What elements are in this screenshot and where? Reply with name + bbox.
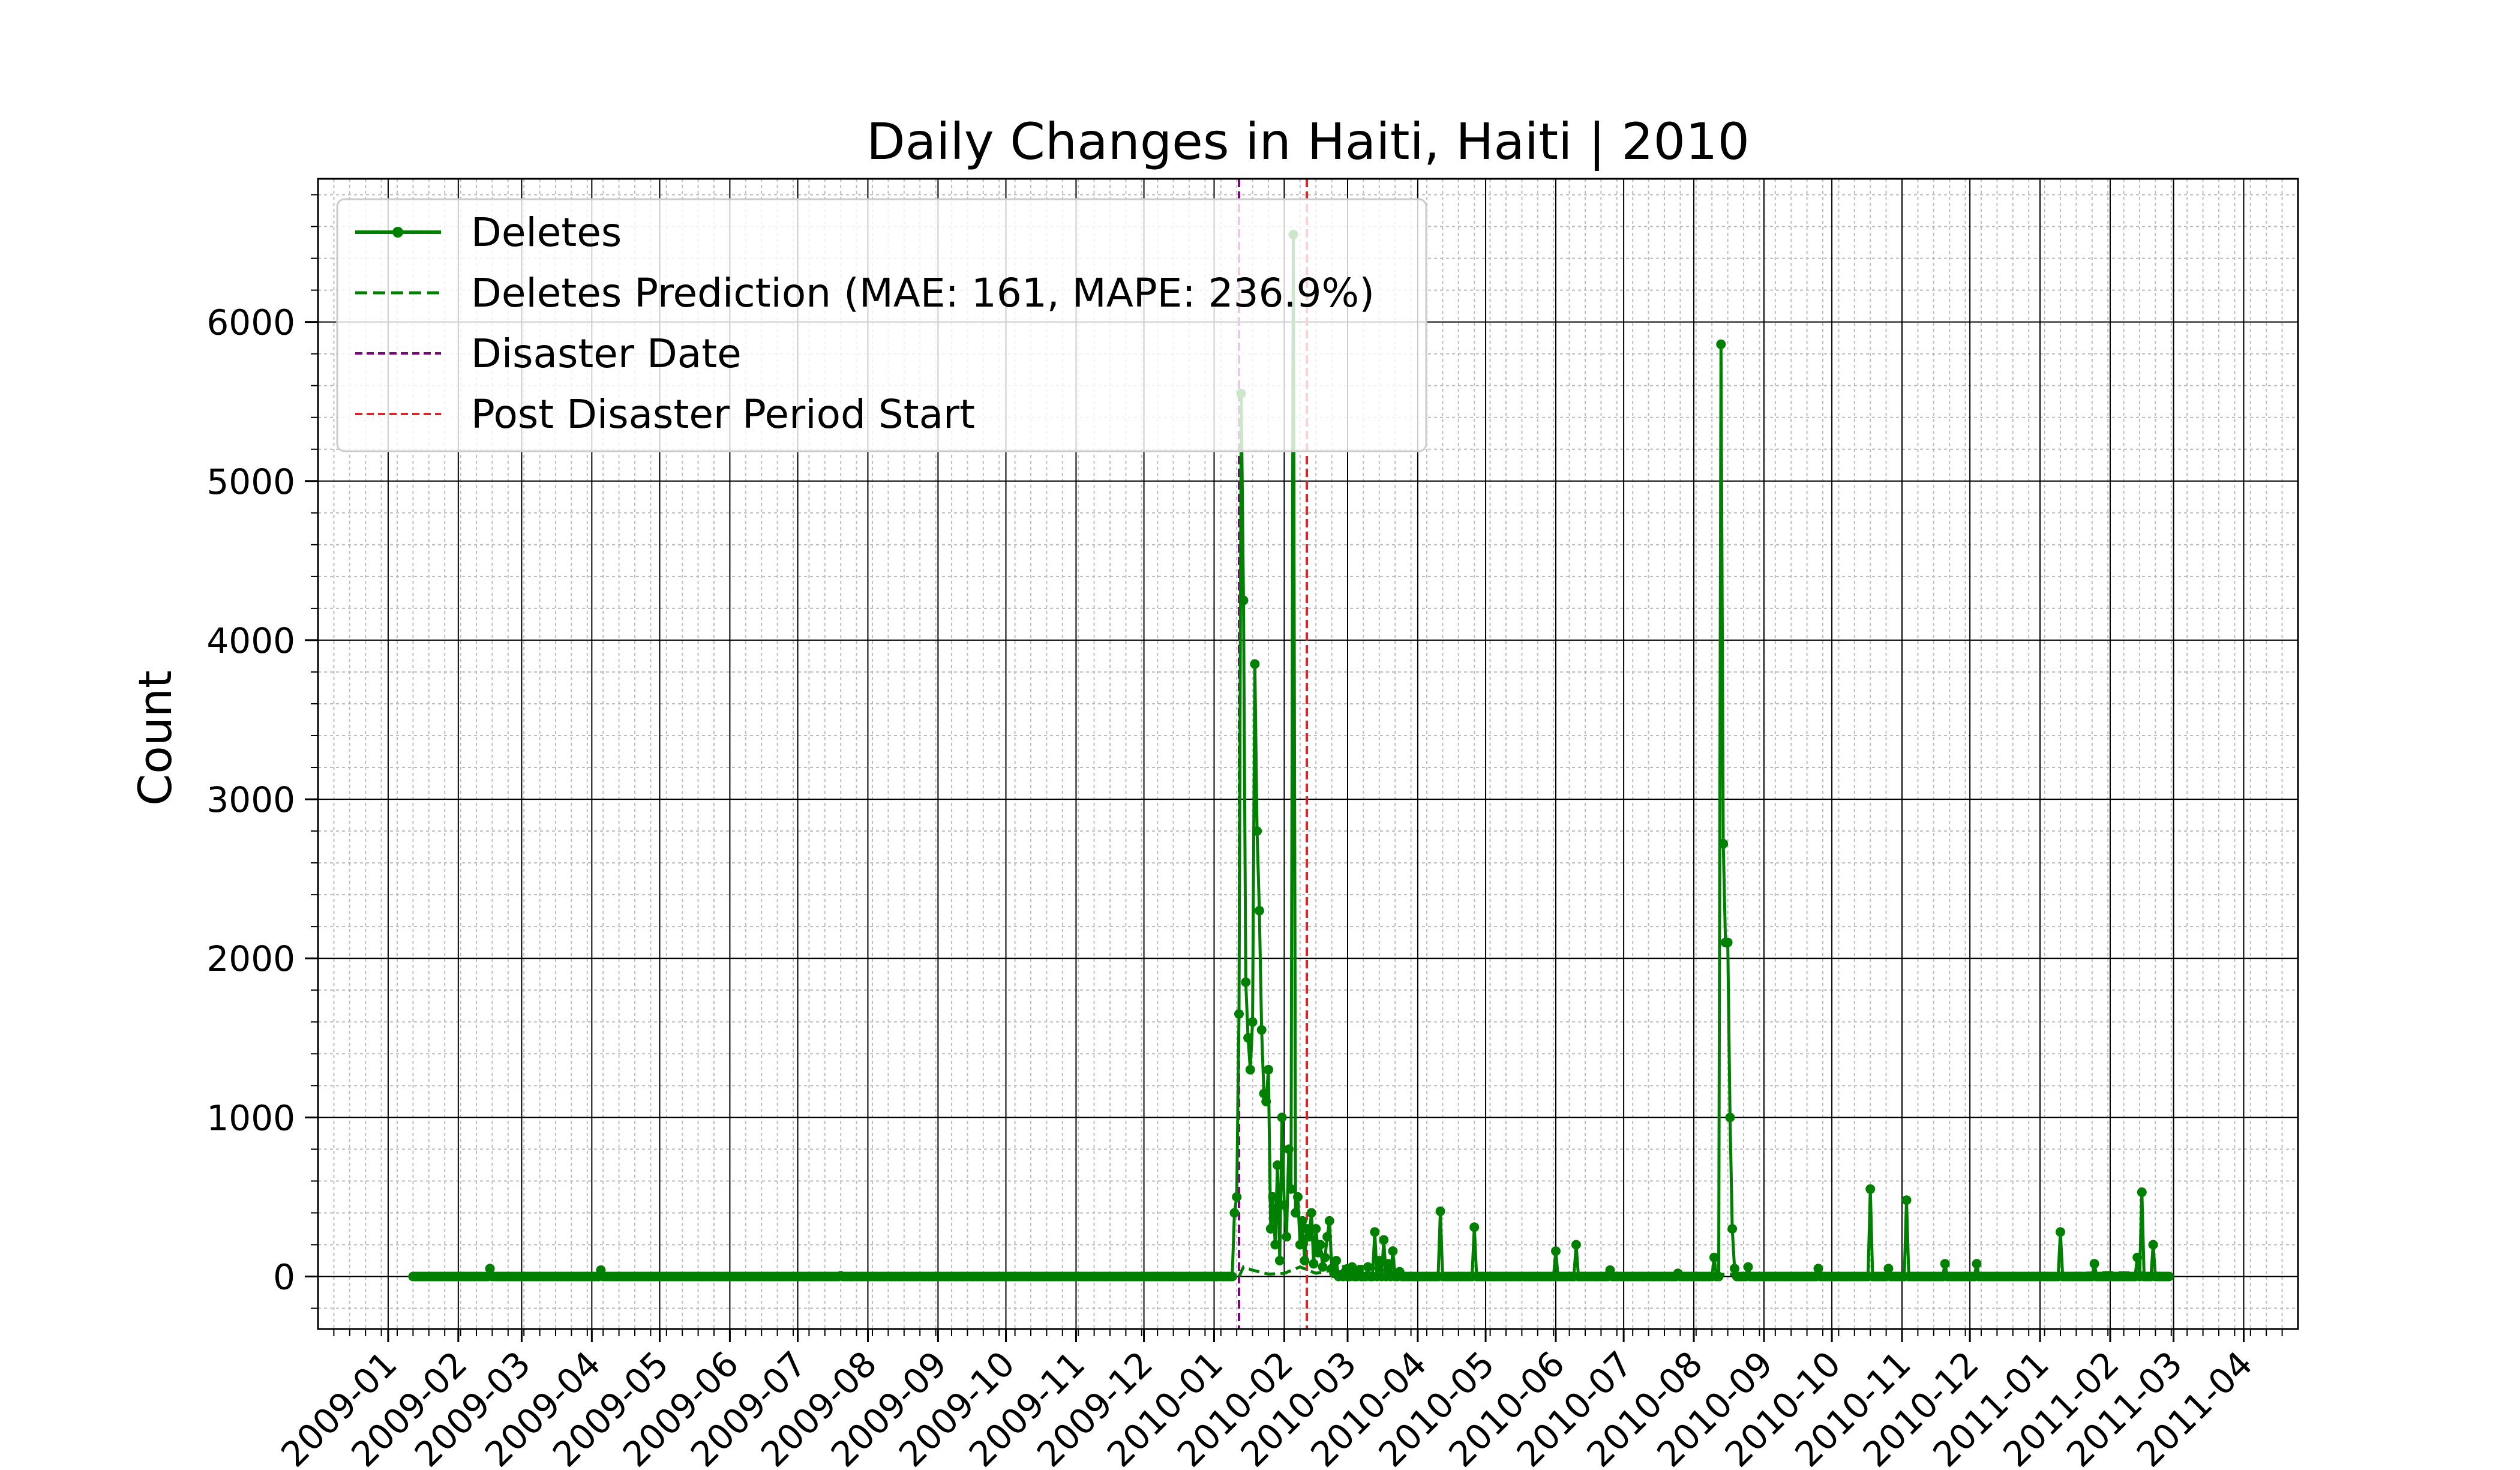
deletes-point	[1725, 1112, 1735, 1123]
deletes-point	[1293, 1192, 1303, 1202]
deletes-point	[1264, 1064, 1273, 1075]
deletes-point	[1300, 1256, 1310, 1265]
deletes-point	[1435, 1206, 1445, 1216]
deletes-point	[2089, 1259, 2099, 1269]
deletes-point	[1283, 1144, 1294, 1154]
deletes-point	[1227, 1271, 1237, 1282]
deletes-point	[1318, 1262, 1328, 1272]
deletes-point	[1229, 1208, 1240, 1218]
deletes-point	[1259, 1088, 1269, 1099]
y-tick-label: 2000	[206, 938, 295, 979]
deletes-point	[1297, 1216, 1307, 1226]
series-layer	[408, 229, 2174, 1282]
deletes-point	[2137, 1187, 2147, 1197]
y-tick-label: 3000	[206, 779, 295, 820]
deletes-point	[1320, 1252, 1330, 1262]
deletes-point	[1383, 1259, 1393, 1269]
deletes-point	[1940, 1259, 1950, 1269]
deletes-point	[1865, 1184, 1876, 1194]
deletes-point	[1252, 826, 1262, 836]
deletes-point	[1322, 1232, 1333, 1242]
deletes-point	[1379, 1235, 1389, 1245]
deletes-point	[1274, 1256, 1285, 1265]
deletes-point	[1388, 1246, 1398, 1256]
deletes-point	[1709, 1252, 1719, 1262]
y-tick-label: 5000	[206, 461, 295, 502]
legend-box	[336, 198, 1427, 452]
deletes-point	[1306, 1208, 1316, 1218]
deletes-point	[1243, 1033, 1253, 1043]
legend-label: Post Disaster Period Start	[471, 391, 975, 437]
deletes-point	[1972, 1259, 1982, 1269]
deletes-point	[485, 1264, 495, 1274]
deletes-point	[2056, 1227, 2065, 1237]
deletes-point	[2148, 1240, 2158, 1250]
deletes-point	[1313, 1247, 1323, 1258]
deletes-point	[1315, 1240, 1325, 1250]
deletes-point	[1729, 1264, 1739, 1274]
deletes-point	[1469, 1222, 1480, 1232]
deletes-point	[2132, 1252, 2143, 1262]
deletes-point	[1324, 1216, 1334, 1226]
deletes-point	[1250, 659, 1260, 669]
deletes-point	[1331, 1256, 1342, 1265]
deletes-point	[1718, 839, 1729, 849]
deletes-point	[1743, 1262, 1753, 1272]
legend-label: Deletes	[471, 209, 622, 256]
deletes-point	[1268, 1192, 1278, 1202]
deletes-point	[1374, 1256, 1384, 1265]
deletes-point	[1241, 977, 1251, 987]
deletes-point	[1279, 1200, 1289, 1210]
deletes-point	[1370, 1227, 1380, 1237]
plot-frame	[317, 178, 2299, 1330]
deletes-point	[1245, 1064, 1255, 1075]
deletes-point	[1309, 1259, 1319, 1269]
y-axis-label: Count	[128, 670, 182, 806]
deletes-point	[1254, 905, 1264, 916]
deletes-point	[1273, 1160, 1283, 1170]
legend-label: Disaster Date	[471, 331, 742, 377]
deletes-point	[1234, 1009, 1244, 1019]
deletes-point	[1716, 339, 1726, 349]
y-tick-label: 4000	[206, 620, 295, 661]
deletes-point	[1302, 1224, 1312, 1234]
deletes-point	[1277, 1112, 1287, 1123]
deletes-point	[1238, 595, 1249, 605]
deletes-point	[1270, 1240, 1280, 1250]
deletes-point	[1727, 1224, 1738, 1234]
deletes-point	[1901, 1195, 1912, 1205]
deletes-point	[1813, 1264, 1823, 1274]
deletes-point	[1286, 1184, 1296, 1194]
deletes-point	[1363, 1262, 1373, 1272]
y-tick-label: 0	[273, 1257, 295, 1298]
deletes-point	[1232, 1192, 1242, 1202]
deletes-point	[1295, 1240, 1305, 1250]
deletes-point	[1291, 1208, 1301, 1218]
chart-title: Daily Changes in Haiti, Haiti | 2010	[866, 112, 1750, 171]
deletes-point	[1261, 1096, 1271, 1106]
deletes-point	[1723, 937, 1733, 947]
deletes-point	[1714, 1271, 1724, 1282]
y-tick-label: 6000	[206, 302, 295, 343]
legend: Deletes Deletes Prediction (MAE: 161, MAP…	[336, 198, 1427, 452]
y-axis-ticks: 0 1000 2000 3000 4000 5000 6000	[206, 194, 318, 1309]
legend-label: Deletes Prediction (MAE: 161, MAPE: 236.…	[471, 270, 1375, 316]
deletes-point	[1551, 1246, 1561, 1256]
deletes-point	[2164, 1271, 2174, 1282]
deletes-point	[1571, 1240, 1581, 1250]
legend-swatch-marker	[392, 227, 403, 238]
y-tick-label: 1000	[206, 1097, 295, 1138]
deletes-point	[1304, 1232, 1314, 1242]
deletes-point	[1883, 1264, 1894, 1274]
deletes-point	[1247, 1017, 1258, 1027]
deletes-point	[1311, 1224, 1321, 1234]
deletes-point	[1282, 1232, 1292, 1242]
deletes-point	[1256, 1025, 1267, 1035]
deletes-point	[1265, 1224, 1276, 1234]
